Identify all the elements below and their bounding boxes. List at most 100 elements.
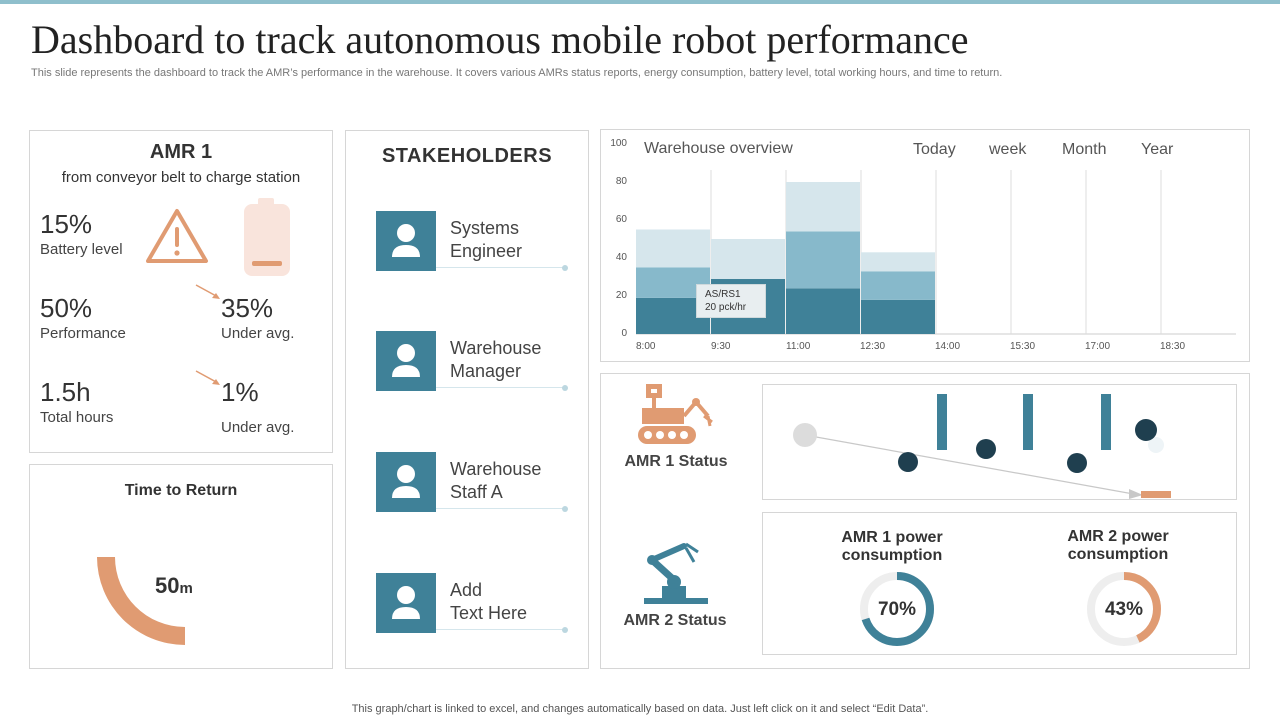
trend-arrow-icon	[195, 284, 220, 299]
divider	[436, 267, 564, 268]
stakeholder-name-line1: Warehouse	[450, 338, 542, 358]
amr1-power-value: 70%	[877, 599, 917, 620]
x-tick-label: 9:30	[711, 341, 731, 352]
amr2-power-title: AMR 2 power consumption	[1033, 528, 1203, 564]
tab-month[interactable]: Month	[1062, 141, 1107, 158]
y-tick-label: 80	[615, 176, 627, 187]
amr2-power-title-line2: consumption	[1067, 546, 1169, 563]
dot	[562, 506, 568, 512]
y-tick-label: 40	[615, 252, 627, 263]
amr2-power-donut	[1087, 572, 1161, 646]
x-tick-label: 14:00	[935, 341, 961, 352]
x-tick-label: 12:30	[860, 341, 886, 352]
dot	[562, 265, 568, 271]
donut-fill	[1087, 572, 1161, 646]
stakeholder-name: Systems Engineer	[450, 217, 570, 263]
stakeholder-item[interactable]: Add Text Here	[376, 573, 568, 633]
stakeholder-name-line2: Engineer	[450, 241, 523, 261]
donut-fill	[860, 572, 934, 646]
amr1-power-title: AMR 1 power consumption	[807, 529, 977, 565]
stakeholder-item[interactable]: Warehouse Staff A	[376, 452, 568, 512]
x-tick-label: 11:00	[786, 341, 811, 352]
stakeholder-item[interactable]: Systems Engineer	[376, 211, 568, 271]
time-to-return-panel: Time to Return 50m	[29, 464, 333, 669]
status-bar	[1023, 394, 1033, 450]
amr1-power-title-line2: consumption	[841, 547, 943, 564]
page-subtitle: This slide represents the dashboard to t…	[31, 67, 1003, 79]
user-avatar-icon	[376, 452, 436, 512]
stakeholder-name-line2: Staff A	[450, 482, 503, 502]
stakeholders-panel: STAKEHOLDERS Systems Engineer Warehouse Ma…	[345, 130, 589, 669]
tooltip-line1: AS/RS1	[705, 289, 741, 300]
time-to-return-title: Time to Return	[124, 482, 238, 499]
bar-segment	[861, 299, 935, 334]
amr2-power-value: 43%	[1104, 599, 1144, 620]
stakeholder-name-line2: Manager	[450, 361, 522, 381]
start-marker	[793, 423, 817, 447]
battery-label: Battery level	[40, 241, 123, 258]
stakeholder-name-line1: Warehouse	[450, 459, 542, 479]
amr1-power-donut	[860, 572, 934, 646]
page-title: Dashboard to track autonomous mobile rob…	[31, 17, 969, 62]
stakeholder-name-line2: Text Here	[450, 603, 528, 623]
stakeholder-name: Warehouse Staff A	[450, 458, 570, 504]
amr1-panel: AMR 1 from conveyor belt to charge stati…	[29, 130, 333, 453]
tab-year[interactable]: Year	[1141, 141, 1174, 158]
amr1-title: AMR 1	[149, 141, 213, 163]
under-avg-label-1: Under avg.	[221, 325, 295, 342]
chart-title: Warehouse overview	[644, 140, 793, 157]
status-point	[1135, 419, 1157, 441]
amr1-status-label: AMR 1 Status	[624, 453, 728, 470]
user-avatar-icon	[376, 211, 436, 271]
battery-value: 15%	[40, 209, 93, 239]
status-highlight	[1148, 437, 1164, 453]
stakeholder-item[interactable]: Warehouse Manager	[376, 331, 568, 391]
stakeholder-name: Add Text Here	[450, 579, 570, 625]
amr1-route: from conveyor belt to charge station	[61, 169, 301, 186]
bar-segment	[786, 288, 860, 334]
warning-icon	[146, 209, 208, 263]
divider	[436, 629, 564, 630]
power-consumption-box: AMR 1 power consumption 70% AMR 2 power …	[762, 512, 1237, 655]
trend-arrow-icon	[195, 370, 220, 385]
battery-icon	[244, 198, 290, 276]
x-tick-label: 18:30	[1160, 341, 1186, 352]
end-marker	[1141, 491, 1171, 498]
status-bar	[937, 394, 947, 450]
tooltip-line2: 20 pck/hr	[705, 302, 747, 313]
x-tick-label: 17:00	[1085, 341, 1111, 352]
x-tick-label: 8:00	[636, 341, 656, 352]
tab-today[interactable]: Today	[913, 141, 956, 158]
y-tick-label: 0	[621, 328, 627, 339]
amr2-power-title-line1: AMR 2 power	[1067, 528, 1169, 545]
robot-vehicle-icon	[638, 384, 713, 444]
stakeholder-name: Warehouse Manager	[450, 337, 570, 383]
footer-note: This graph/chart is linked to excel, and…	[351, 703, 929, 715]
bar-segment	[786, 182, 860, 232]
under-avg-value-2: 1%	[221, 377, 259, 407]
bar-segment	[636, 229, 710, 268]
status-timeline-box	[762, 384, 1237, 500]
user-avatar-icon	[376, 331, 436, 391]
status-point	[1067, 453, 1087, 473]
user-avatar-icon	[376, 573, 436, 633]
bar-segment	[786, 231, 860, 289]
y-tick-label: 20	[615, 290, 627, 301]
robot-arm-icon	[644, 542, 708, 604]
tab-week[interactable]: week	[989, 141, 1027, 158]
status-point	[898, 452, 918, 472]
y-tick-label: 100	[610, 138, 627, 149]
dot	[562, 385, 568, 391]
dot	[562, 627, 568, 633]
ttr-unit: m	[179, 580, 193, 597]
time-to-return-value: 50m	[155, 573, 193, 599]
status-point	[976, 439, 996, 459]
top-accent-bar	[0, 0, 1280, 4]
time-to-return-gauge	[97, 557, 185, 645]
under-avg-label-2: Under avg.	[221, 419, 295, 436]
divider	[436, 508, 564, 509]
stakeholders-title: STAKEHOLDERS	[381, 145, 553, 167]
status-timeline	[793, 394, 1171, 499]
y-tick-label: 60	[615, 214, 627, 225]
amr1-power-title-line1: AMR 1 power	[841, 529, 943, 546]
